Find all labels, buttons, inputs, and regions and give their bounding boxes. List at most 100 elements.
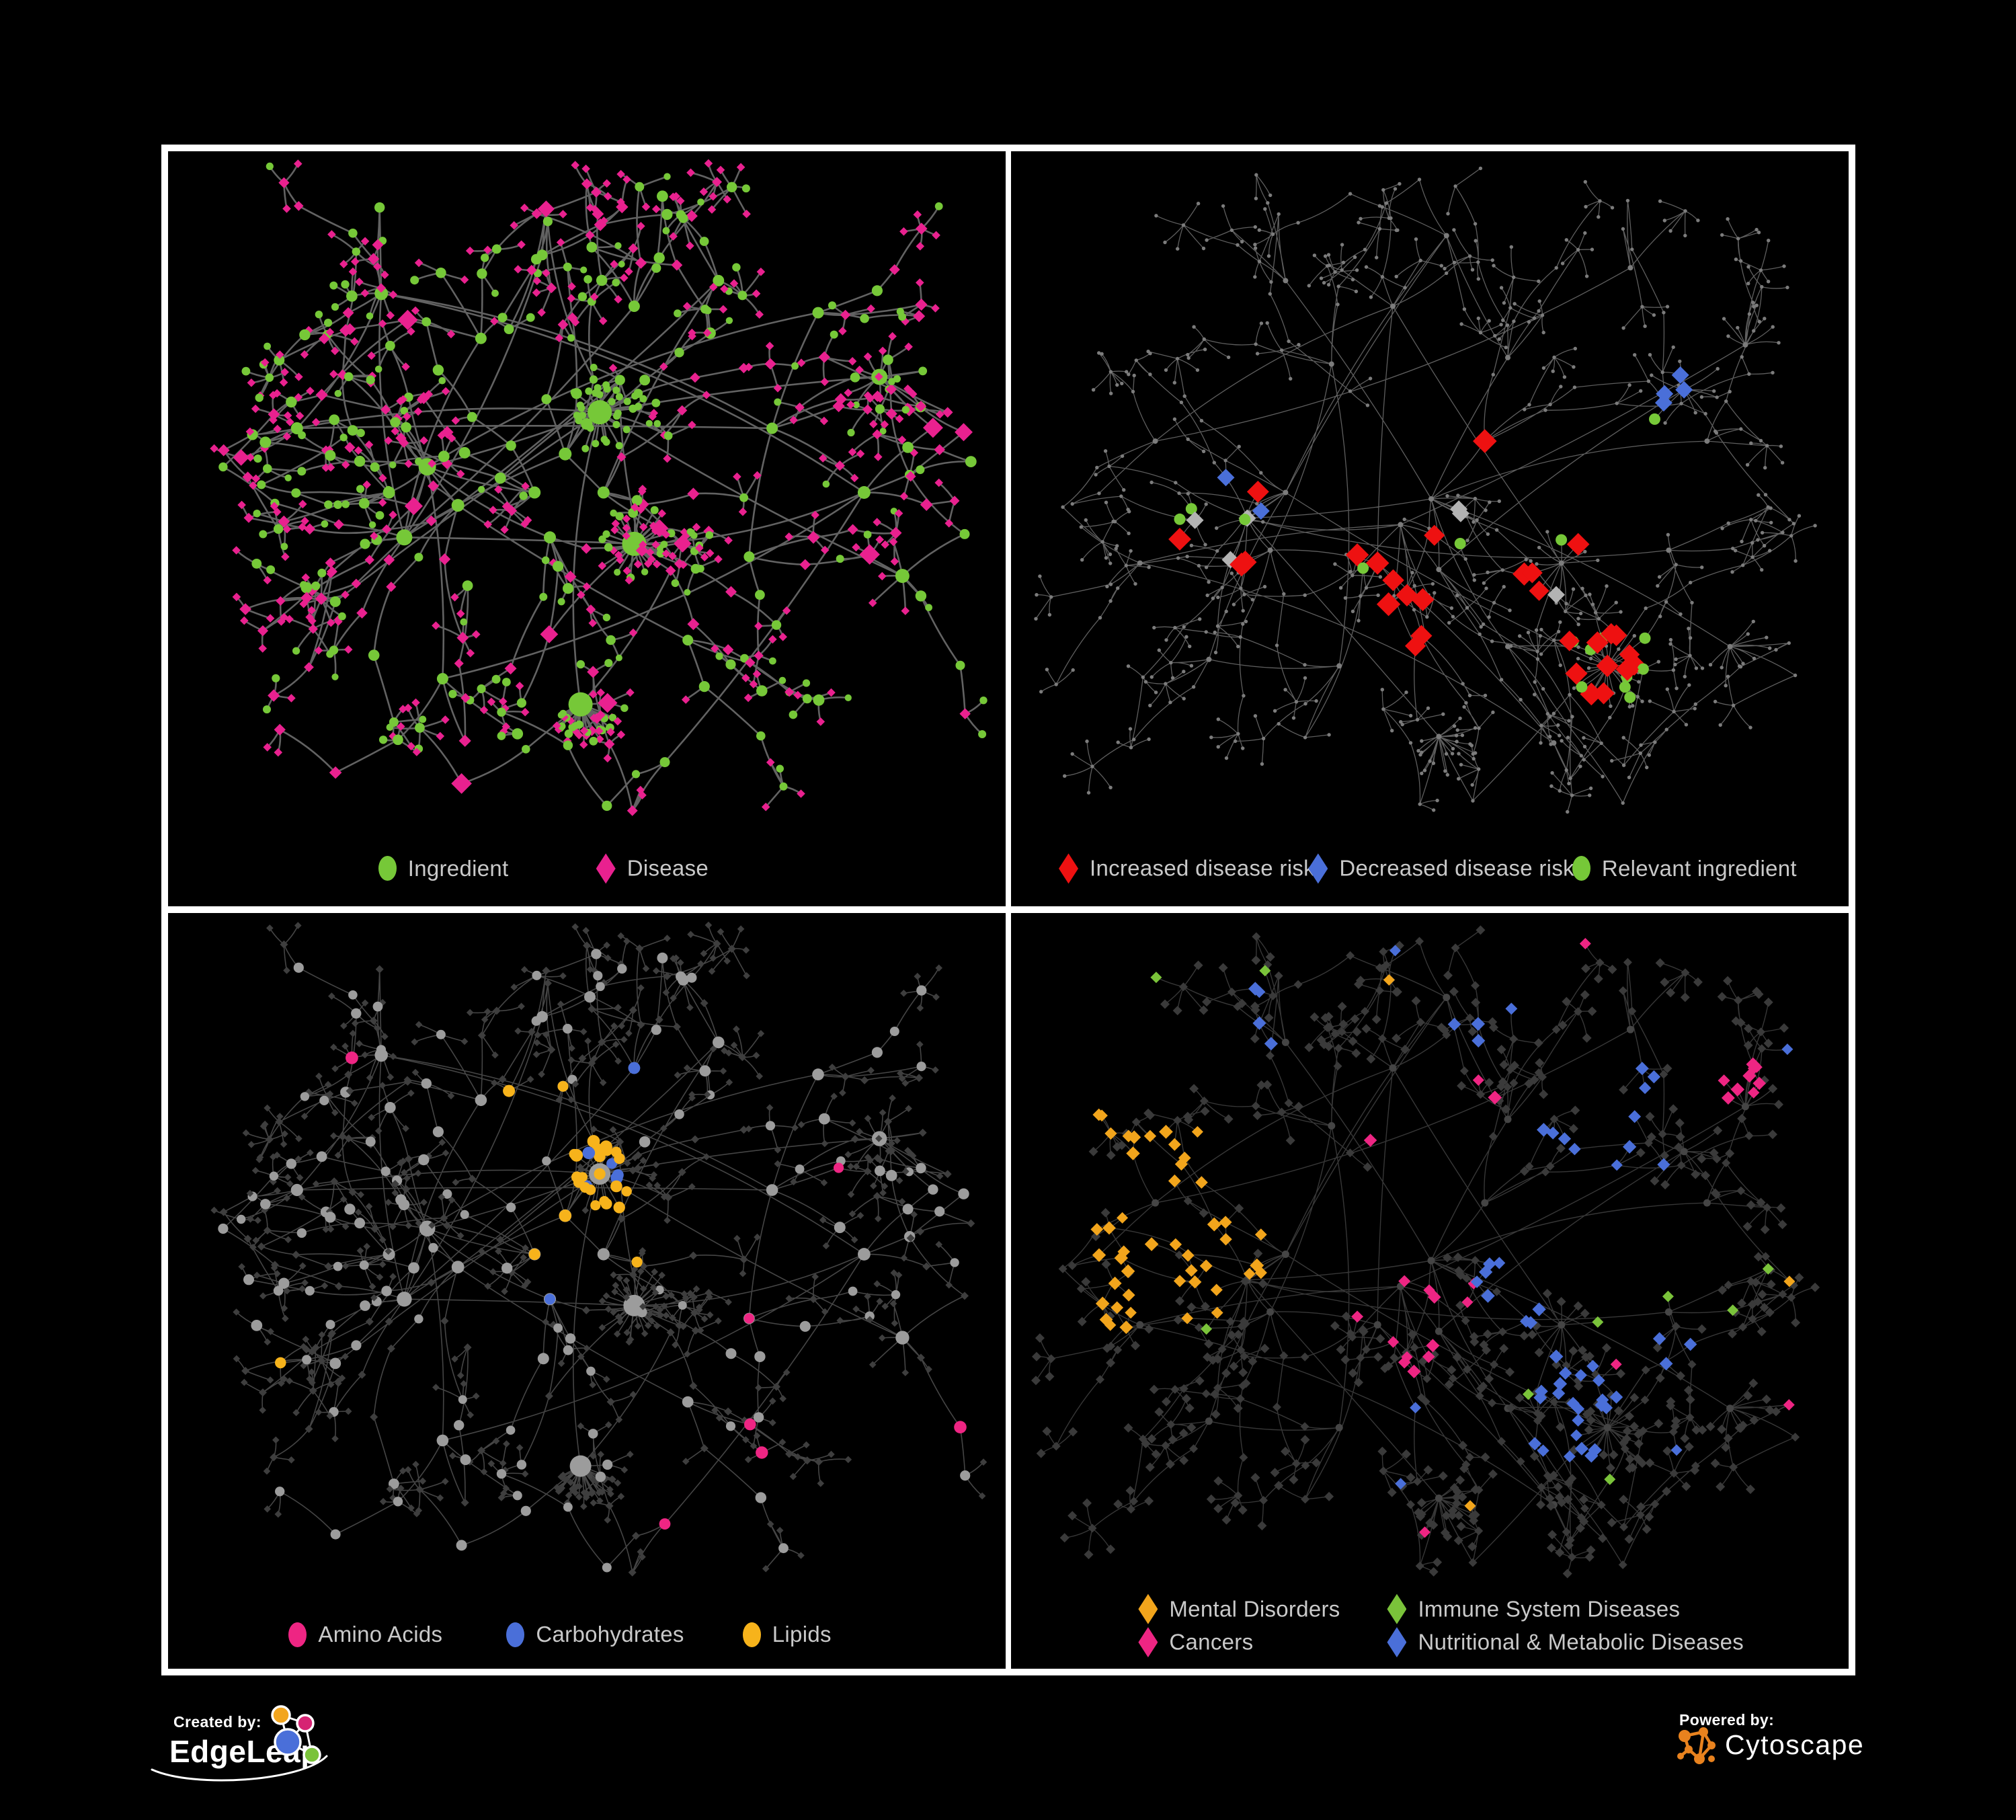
graph-node-diamond bbox=[540, 625, 559, 643]
graph-node-circle bbox=[1443, 266, 1447, 271]
graph-node-diamond bbox=[1161, 1441, 1170, 1450]
graph-node-circle bbox=[1769, 520, 1773, 524]
graph-node-diamond bbox=[556, 238, 565, 247]
graph-node-diamond bbox=[583, 1345, 591, 1352]
graph-node-diamond bbox=[501, 1288, 508, 1296]
graph-node-diamond bbox=[624, 576, 634, 585]
graph-node-diamond bbox=[617, 1493, 625, 1500]
graph-node-circle bbox=[1693, 707, 1697, 711]
graph-node-diamond bbox=[378, 473, 387, 483]
graph-node-circle bbox=[1763, 466, 1767, 470]
graph-node-diamond bbox=[1641, 1366, 1650, 1375]
graph-node-circle bbox=[934, 202, 943, 210]
graph-node-diamond bbox=[916, 278, 924, 287]
graph-node-diamond bbox=[255, 1156, 263, 1163]
graph-node-circle bbox=[1486, 570, 1490, 574]
graph-node-circle bbox=[615, 512, 624, 521]
graph-node-diamond bbox=[696, 1306, 703, 1314]
graph-node-diamond bbox=[1195, 1176, 1208, 1189]
graph-node-diamond bbox=[1470, 1510, 1480, 1519]
graph-node-diamond bbox=[1229, 552, 1254, 577]
graph-node-circle bbox=[1184, 635, 1188, 639]
graph-node-circle bbox=[739, 493, 749, 502]
graph-node-diamond bbox=[367, 351, 376, 360]
graph-node-diamond bbox=[847, 524, 858, 535]
graph-node-diamond bbox=[1557, 1497, 1567, 1507]
graph-node-diamond bbox=[591, 967, 599, 975]
graph-node-diamond bbox=[298, 1285, 306, 1293]
graph-node-circle bbox=[1127, 531, 1131, 535]
graph-node-circle bbox=[1452, 724, 1457, 728]
graph-node-diamond bbox=[815, 1458, 823, 1466]
graph-node-diamond bbox=[365, 1203, 373, 1210]
graph-node-diamond bbox=[467, 1411, 475, 1419]
graph-node-diamond bbox=[1505, 1367, 1515, 1377]
graph-node-diamond bbox=[1470, 1485, 1480, 1495]
graph-node-diamond bbox=[407, 742, 415, 751]
graph-node-circle bbox=[570, 389, 578, 396]
graph-node-circle bbox=[385, 340, 395, 351]
graph-node-circle bbox=[1683, 209, 1687, 213]
graph-node-circle bbox=[1433, 591, 1437, 595]
graph-node-circle bbox=[263, 464, 272, 473]
graph-node-circle bbox=[1266, 1308, 1275, 1316]
graph-node-diamond bbox=[1465, 1452, 1474, 1462]
graph-node-circle bbox=[1428, 496, 1434, 502]
graph-node-diamond bbox=[247, 379, 256, 387]
graph-node-diamond bbox=[925, 1366, 932, 1373]
graph-node-circle bbox=[273, 1285, 284, 1296]
graph-node-diamond bbox=[875, 1135, 883, 1142]
graph-node-diamond bbox=[648, 1317, 655, 1324]
graph-node-diamond bbox=[282, 432, 292, 441]
graph-node-diamond bbox=[1051, 1441, 1061, 1451]
graph-node-diamond bbox=[1642, 1524, 1652, 1534]
graph-node-circle bbox=[400, 407, 409, 415]
graph-node-diamond bbox=[384, 436, 393, 445]
graph-node-circle bbox=[1100, 540, 1104, 544]
graph-node-diamond bbox=[417, 391, 430, 405]
graph-node-diamond bbox=[277, 617, 286, 626]
graph-node-diamond bbox=[483, 245, 492, 254]
graph-node-circle bbox=[1610, 758, 1614, 763]
graph-node-diamond bbox=[521, 1470, 529, 1478]
graph-node-diamond bbox=[852, 543, 860, 552]
graph-node-diamond bbox=[257, 625, 269, 637]
graph-node-circle bbox=[1652, 313, 1656, 317]
graph-node-circle bbox=[1513, 302, 1517, 306]
graph-node-diamond bbox=[589, 1381, 596, 1388]
graph-node-diamond bbox=[1334, 1043, 1343, 1053]
graph-node-circle bbox=[292, 647, 300, 655]
graph-node-circle bbox=[1312, 253, 1317, 258]
graph-node-circle bbox=[545, 1294, 555, 1305]
graph-node-circle bbox=[1726, 334, 1730, 338]
graph-node-diamond bbox=[1747, 1300, 1757, 1310]
graph-node-diamond bbox=[1761, 1394, 1771, 1404]
graph-node-diamond bbox=[1596, 654, 1619, 678]
graph-node-diamond bbox=[689, 1382, 698, 1390]
legend-item: Cancers bbox=[1138, 1627, 1253, 1658]
graph-node-diamond bbox=[1082, 1498, 1092, 1508]
graph-node-circle bbox=[542, 216, 553, 227]
graph-node-circle bbox=[1207, 580, 1211, 584]
graph-node-circle bbox=[589, 736, 598, 746]
graph-node-diamond bbox=[662, 1292, 670, 1300]
graph-node-diamond bbox=[274, 1510, 282, 1518]
graph-node-diamond bbox=[520, 707, 530, 717]
graph-node-diamond bbox=[1392, 987, 1402, 997]
graph-node-diamond bbox=[1410, 1343, 1419, 1352]
graph-node-diamond bbox=[686, 1004, 694, 1011]
graph-node-diamond bbox=[895, 1271, 903, 1279]
graph-node-circle bbox=[1477, 726, 1481, 730]
graph-node-diamond bbox=[1237, 1322, 1246, 1331]
graph-node-diamond bbox=[1493, 1257, 1506, 1269]
graph-node-circle bbox=[1464, 701, 1468, 705]
graph-node-circle bbox=[1679, 401, 1683, 405]
graph-node-diamond bbox=[414, 258, 424, 268]
graph-node-circle bbox=[418, 1154, 430, 1166]
graph-node-circle bbox=[1470, 783, 1474, 787]
graph-node-circle bbox=[1186, 356, 1191, 360]
graph-node-circle bbox=[1766, 505, 1770, 509]
graph-node-diamond bbox=[432, 621, 440, 630]
graph-node-circle bbox=[610, 1171, 623, 1185]
graph-node-diamond bbox=[665, 565, 676, 576]
